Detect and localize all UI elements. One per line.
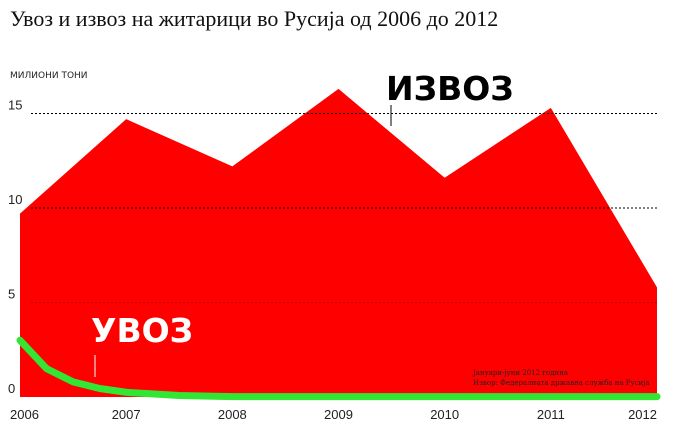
source-note-date: Јануари-јуни 2012 година: [473, 369, 569, 377]
y-tick-label: 0: [8, 381, 15, 396]
y-tick-label: 10: [8, 192, 22, 207]
x-tick-label: 2007: [112, 407, 141, 422]
import-line: [16, 336, 661, 401]
export-area: [20, 88, 657, 398]
source-note-source: Извор: Федералната државна служба на Рус…: [473, 379, 650, 387]
source-note: Јануари-јуни 2012 година Извор: Федералн…: [473, 368, 650, 388]
x-tick-label: 2006: [10, 407, 39, 422]
import-series-label: УВОЗ: [91, 311, 193, 350]
x-tick-label: 2008: [218, 407, 247, 422]
export-series-label: ИЗВОЗ: [386, 69, 514, 108]
x-tick-label: 2012: [628, 407, 657, 422]
y-tick-label: 15: [8, 98, 22, 113]
y-axis-unit-label: МИЛИОНИ ТОНИ: [10, 71, 88, 81]
y-tick-label: 5: [8, 287, 15, 302]
x-tick-label: 2010: [430, 407, 459, 422]
x-tick-label: 2009: [324, 407, 353, 422]
chart-title: Увоз и извоз на житарици во Русија од 20…: [10, 6, 499, 31]
x-tick-label: 2011: [537, 407, 565, 422]
